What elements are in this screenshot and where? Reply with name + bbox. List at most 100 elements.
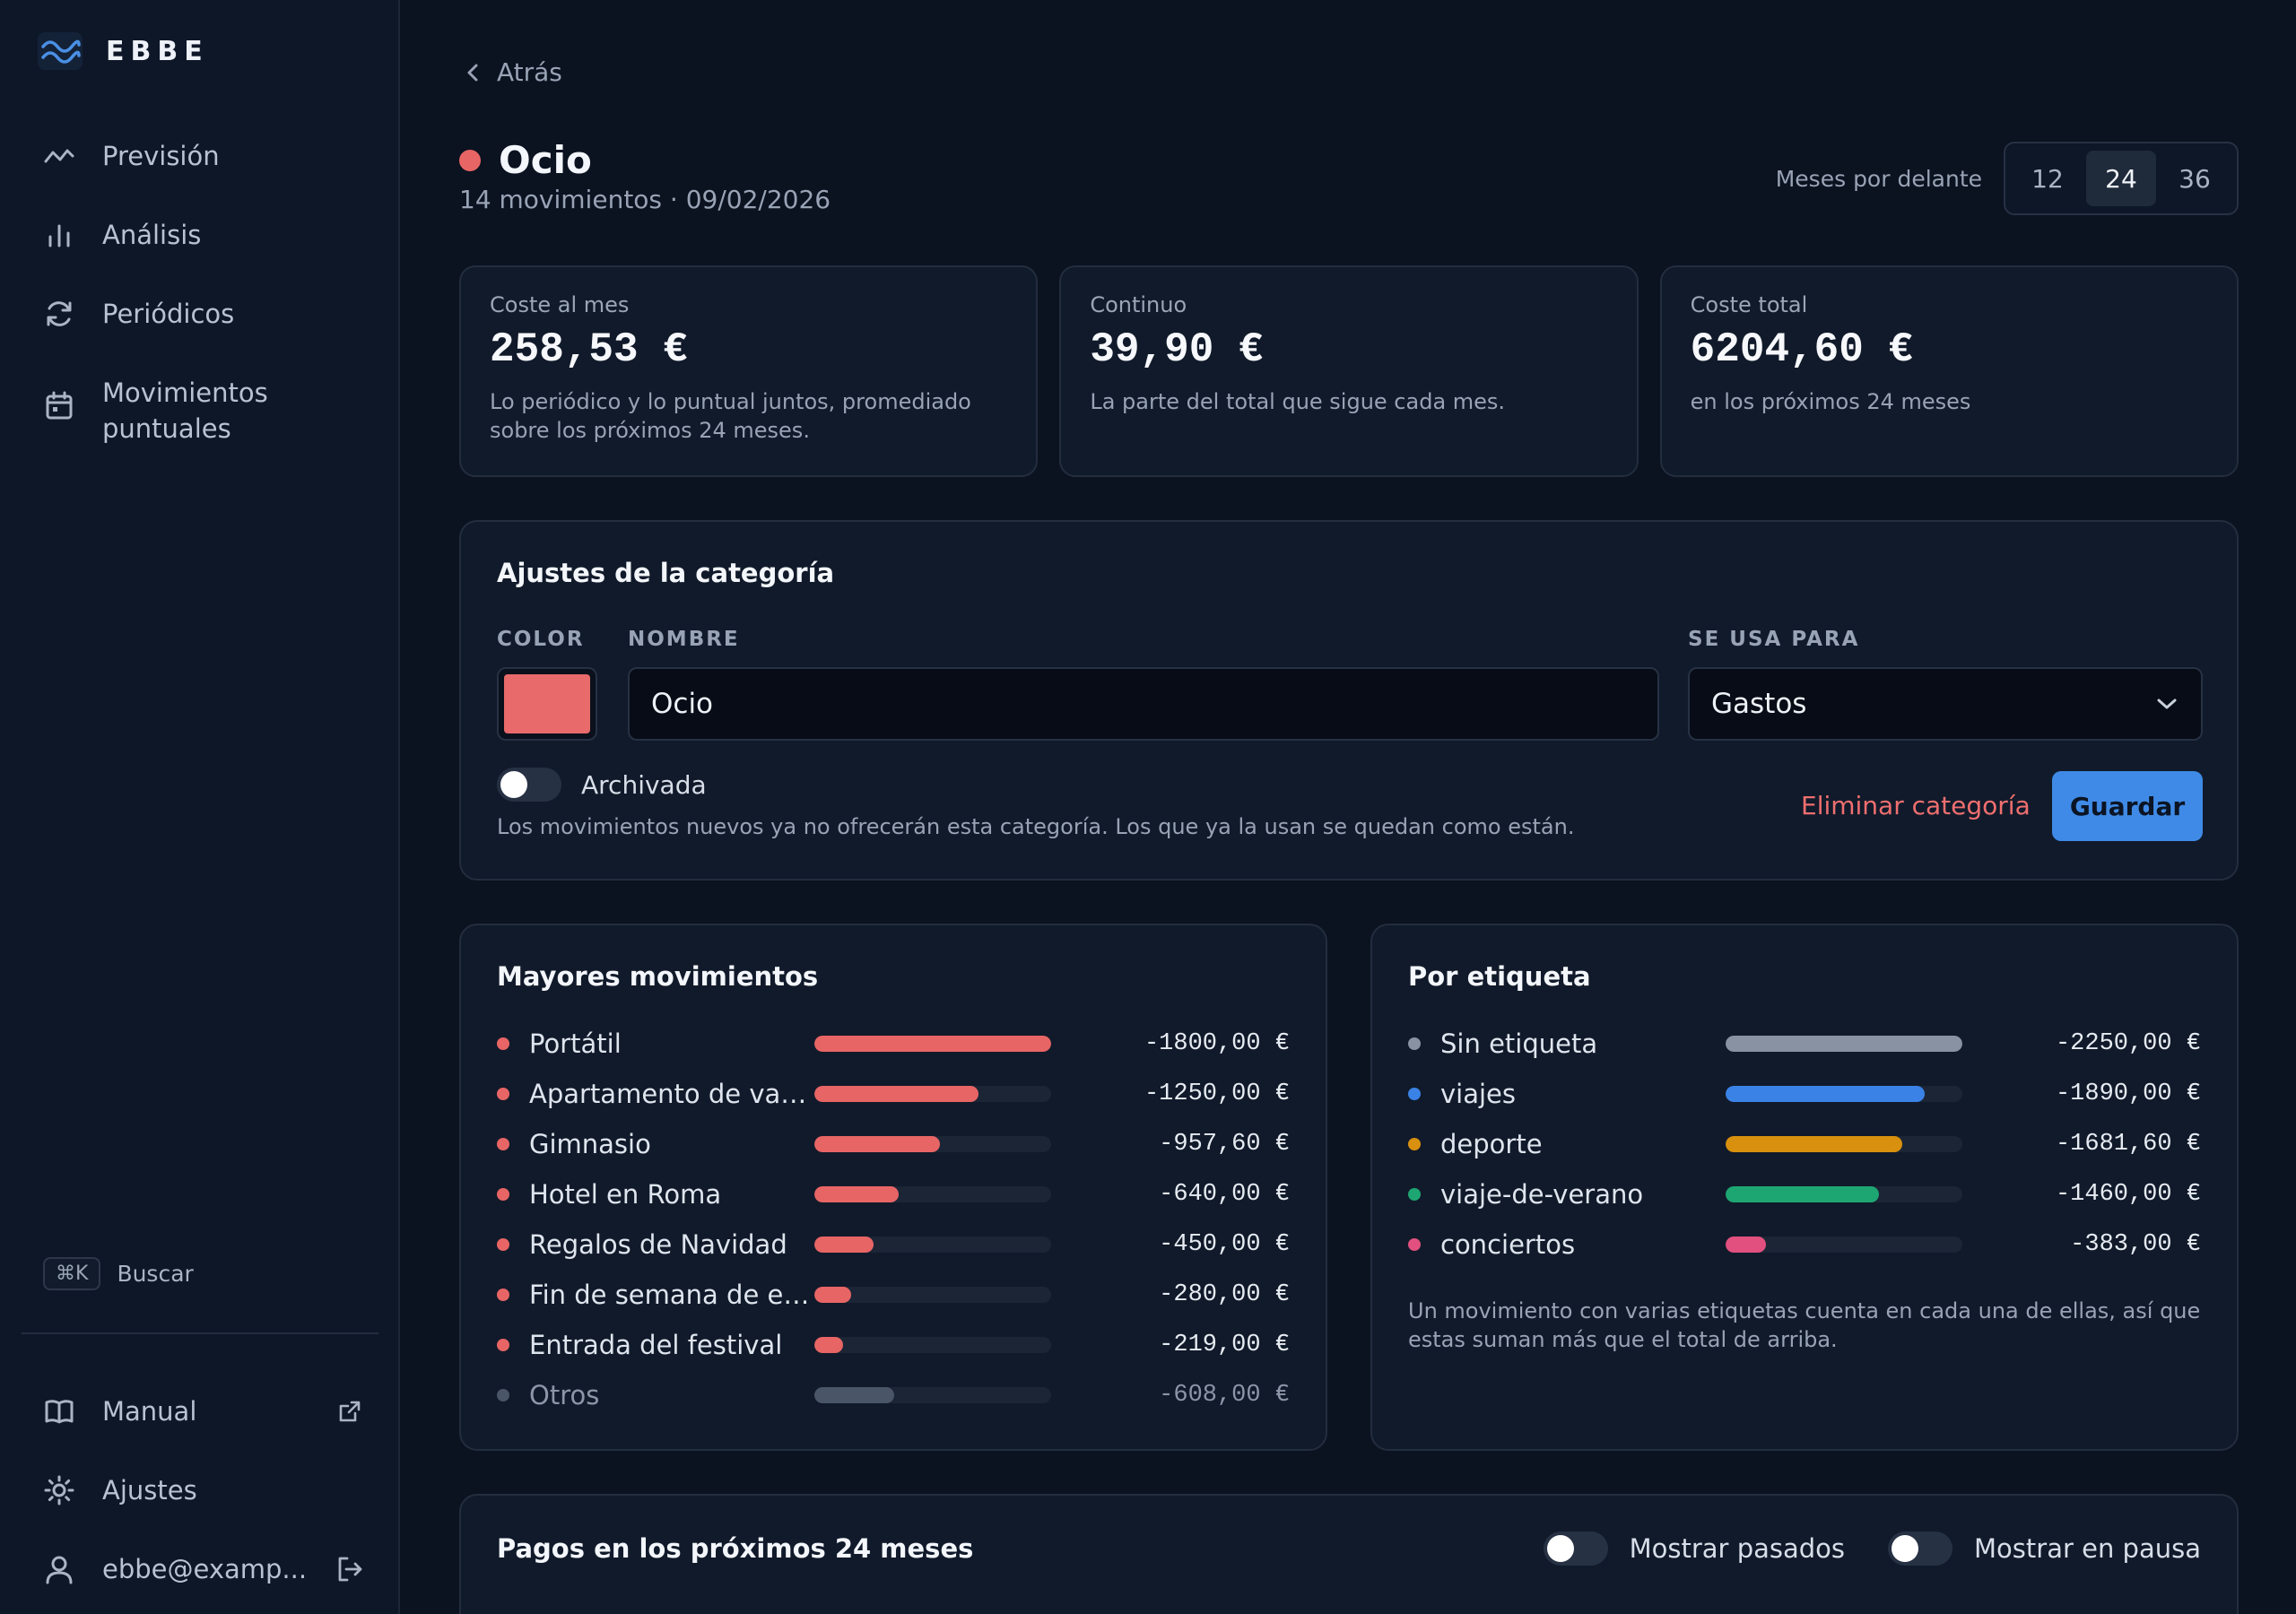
row-bar-fill xyxy=(814,1287,852,1303)
show-past-toggle[interactable] xyxy=(1543,1532,1608,1566)
save-button[interactable]: Guardar xyxy=(2052,771,2203,841)
card-label: Coste total xyxy=(1690,292,1808,317)
sidebar-item-prevision[interactable]: Previsión xyxy=(43,138,366,217)
top-movements-panel: Mayores movimientos Portátil -1800,00 € Ap… xyxy=(459,924,1327,1451)
row-color-dot xyxy=(1408,1238,1421,1251)
movement-row[interactable]: Gimnasio -957,60 € xyxy=(497,1119,1290,1169)
row-label: Gimnasio xyxy=(529,1129,651,1159)
movement-row[interactable]: Entrada del festival -219,00 € xyxy=(497,1320,1290,1370)
row-value: -957,60 € xyxy=(1159,1131,1290,1158)
card-monthly-cost: Coste al mes 258,53 € Lo periódico y lo … xyxy=(459,265,1039,477)
search-label: Buscar xyxy=(117,1261,194,1287)
row-value: -450,00 € xyxy=(1159,1231,1290,1258)
sidebar-item-manual[interactable]: Manual xyxy=(43,1372,366,1451)
movement-row[interactable]: Otros -608,00 € xyxy=(497,1370,1290,1420)
tag-row[interactable]: conciertos -383,00 € xyxy=(1408,1219,2201,1270)
show-paused-toggle[interactable] xyxy=(1888,1532,1953,1566)
trend-line-icon xyxy=(44,149,74,163)
card-desc: La parte del total que sigue cada mes. xyxy=(1090,389,1506,414)
sidebar-item-label: Manual xyxy=(102,1396,197,1427)
tag-row[interactable]: Sin etiqueta -2250,00 € xyxy=(1408,1019,2201,1069)
row-bar-fill xyxy=(1726,1086,1925,1102)
archived-label: Archivada xyxy=(581,769,707,800)
show-paused-label: Mostrar en pausa xyxy=(1974,1533,2201,1564)
row-bar-track xyxy=(814,1186,1051,1202)
row-label: viajes xyxy=(1440,1079,1516,1109)
row-value: -2250,00 € xyxy=(2055,1030,2201,1057)
color-picker[interactable] xyxy=(497,667,597,741)
row-value: -1890,00 € xyxy=(2055,1080,2201,1107)
wave-logo-icon xyxy=(38,32,83,70)
row-bar-track xyxy=(814,1036,1051,1052)
row-color-dot xyxy=(497,1238,509,1251)
name-input[interactable] xyxy=(628,667,1659,741)
used-for-select[interactable]: Gastos xyxy=(1688,667,2203,741)
row-color-dot xyxy=(1408,1138,1421,1150)
row-bar-track xyxy=(814,1237,1051,1253)
name-label: NOMBRE xyxy=(628,628,740,651)
row-label: Regalos de Navidad xyxy=(529,1229,787,1260)
by-tag-note: Un movimiento con varias etiquetas cuent… xyxy=(1408,1298,2201,1352)
bar-chart-icon xyxy=(48,224,70,247)
sidebar-item-analisis[interactable]: Análisis xyxy=(43,217,366,296)
row-value: -1800,00 € xyxy=(1144,1030,1290,1057)
archived-toggle[interactable] xyxy=(497,768,561,802)
delete-category-button[interactable]: Eliminar categoría xyxy=(1801,791,2031,820)
movement-row[interactable]: Apartamento de vacac... -1250,00 € xyxy=(497,1069,1290,1119)
row-bar-fill xyxy=(814,1387,895,1403)
tag-row[interactable]: deporte -1681,60 € xyxy=(1408,1119,2201,1169)
sidebar-divider xyxy=(22,1332,378,1334)
summary-cards: Coste al mes 258,53 € Lo periódico y lo … xyxy=(459,265,2239,477)
row-value: -1460,00 € xyxy=(2055,1181,2201,1208)
months-option-24[interactable]: 24 xyxy=(2086,151,2156,206)
row-label: Fin de semana de entr... xyxy=(529,1280,814,1310)
sidebar: EBBE Previsión Análisis Periódicos Movim… xyxy=(0,0,400,1614)
row-label: Sin etiqueta xyxy=(1440,1028,1598,1059)
sidebar-item-label: Ajustes xyxy=(102,1475,197,1506)
row-label: deporte xyxy=(1440,1129,1543,1159)
sidebar-item-ajustes[interactable]: Ajustes xyxy=(43,1451,366,1530)
months-option-12[interactable]: 12 xyxy=(2031,163,2064,194)
sun-gear-icon xyxy=(44,1475,74,1506)
movement-row[interactable]: Regalos de Navidad -450,00 € xyxy=(497,1219,1290,1270)
tag-row[interactable]: viajes -1890,00 € xyxy=(1408,1069,2201,1119)
back-link[interactable]: Atrás xyxy=(465,57,562,87)
by-tag-title: Por etiqueta xyxy=(1408,961,1591,992)
brand[interactable]: EBBE xyxy=(38,32,209,70)
months-ahead: Meses por delante 12 24 36 xyxy=(1776,142,2239,215)
months-option-36[interactable]: 36 xyxy=(2179,163,2211,194)
sidebar-item-label: Previsión xyxy=(102,141,220,171)
chevron-left-icon xyxy=(467,64,478,81)
sidebar-item-periodicos[interactable]: Periódicos xyxy=(43,296,366,375)
row-color-dot xyxy=(497,1339,509,1351)
row-label: Entrada del festival xyxy=(529,1330,783,1360)
row-value: -1250,00 € xyxy=(1144,1080,1290,1107)
row-bar-fill xyxy=(814,1237,874,1253)
movement-row[interactable]: Fin de semana de entr... -280,00 € xyxy=(497,1270,1290,1320)
page-subtitle: 14 movimientos · 09/02/2026 xyxy=(459,185,831,214)
back-label: Atrás xyxy=(497,57,562,87)
tag-row[interactable]: viaje-de-verano -1460,00 € xyxy=(1408,1169,2201,1219)
row-bar-fill xyxy=(1726,1036,1962,1052)
row-bar-fill xyxy=(1726,1186,1880,1202)
movement-row[interactable]: Hotel en Roma -640,00 € xyxy=(497,1169,1290,1219)
row-value: -383,00 € xyxy=(2070,1231,2201,1258)
top-movements-list: Portátil -1800,00 € Apartamento de vacac..… xyxy=(497,1019,1290,1420)
payments-toggles: Mostrar pasados Mostrar en pausa xyxy=(1543,1532,2201,1566)
row-label: Otros xyxy=(529,1380,600,1410)
category-settings-panel: Ajustes de la categoría COLOR NOMBRE SE … xyxy=(459,520,2239,881)
sidebar-item-account[interactable]: ebbe@examp... xyxy=(43,1530,366,1609)
row-value: -280,00 € xyxy=(1159,1281,1290,1308)
card-value: 39,90 € xyxy=(1090,326,1264,373)
payments-panel: Pagos en los próximos 24 meses Mostrar p… xyxy=(459,1494,2239,1614)
category-color-dot xyxy=(459,149,481,171)
bottom-nav: Manual Ajustes ebbe@examp... xyxy=(43,1372,366,1609)
archived-help: Los movimientos nuevos ya no ofrecerán e… xyxy=(497,814,1575,839)
card-label: Continuo xyxy=(1090,292,1187,317)
color-label: COLOR xyxy=(497,628,585,651)
movement-row[interactable]: Portátil -1800,00 € xyxy=(497,1019,1290,1069)
page-title-row: Ocio xyxy=(459,138,592,182)
search-shortcut[interactable]: ⌘K Buscar xyxy=(43,1257,194,1290)
sidebar-item-movimientos-puntuales[interactable]: Movimientos puntuales xyxy=(43,375,366,482)
logout-icon[interactable] xyxy=(334,1555,366,1584)
